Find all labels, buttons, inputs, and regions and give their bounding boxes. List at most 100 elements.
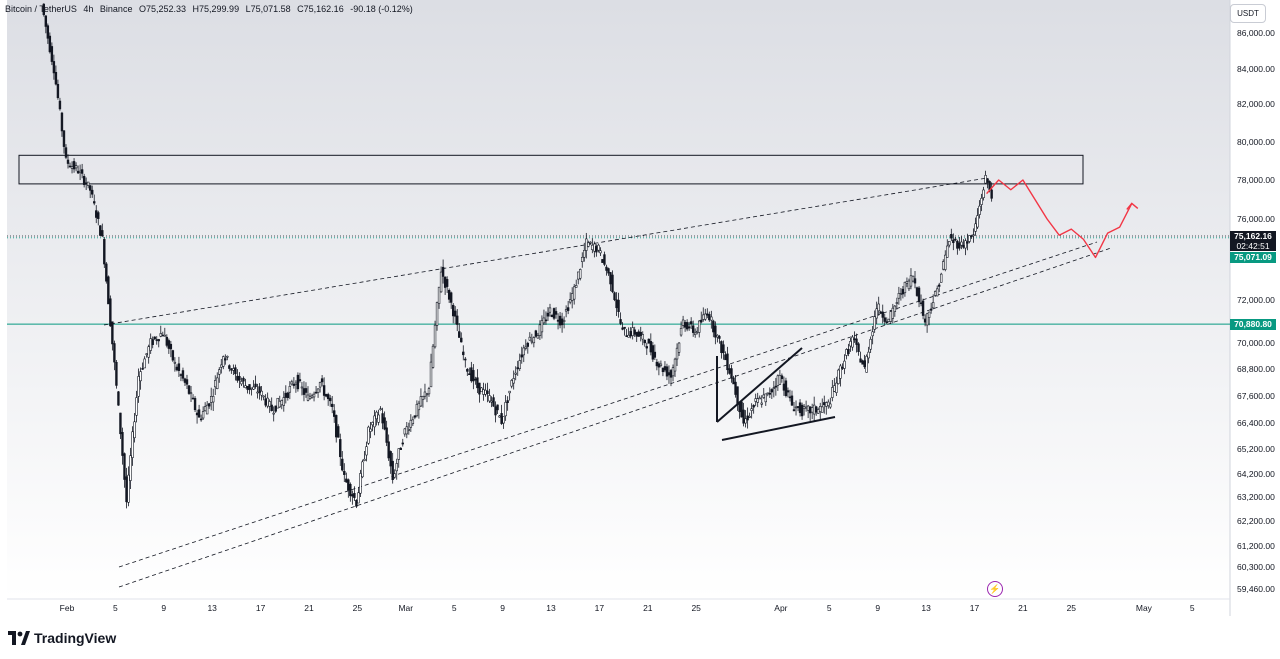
candle-body xyxy=(641,334,644,340)
tradingview-logo[interactable]: TradingView xyxy=(8,628,116,648)
time-axis-label: Apr xyxy=(774,603,787,613)
candle-body xyxy=(437,286,441,304)
candle-body xyxy=(891,307,895,319)
candle-body xyxy=(546,312,550,317)
price-chart[interactable]: 86,000.00 84,000.00 82,000.00 80,000.00 78,0… xyxy=(7,0,1280,616)
candle-body xyxy=(651,345,655,360)
candle-body xyxy=(982,189,985,198)
candle-body xyxy=(629,331,632,337)
candle-body xyxy=(97,212,100,219)
candle-body xyxy=(462,351,465,356)
candle-body xyxy=(224,358,227,361)
candle-body xyxy=(706,313,709,316)
candle-body xyxy=(857,343,860,352)
candle-body xyxy=(570,293,574,301)
legend-high: H75,299.99 xyxy=(192,4,240,14)
candle-body xyxy=(324,394,328,397)
candle-body xyxy=(256,391,259,394)
candle-body xyxy=(470,367,473,382)
candle-body xyxy=(72,161,76,170)
candle-body xyxy=(230,368,233,371)
candle-body xyxy=(375,411,378,420)
candle-body xyxy=(804,406,808,409)
candle-body xyxy=(490,400,493,403)
candle-body xyxy=(889,311,893,322)
candle-body xyxy=(167,340,171,349)
candle-body xyxy=(903,281,907,294)
candle-body xyxy=(145,353,148,355)
candle-body xyxy=(502,416,505,424)
candle-body xyxy=(403,428,406,435)
candle-body xyxy=(272,412,275,415)
candle-body xyxy=(427,388,431,395)
candle-body xyxy=(901,288,905,295)
candle-body xyxy=(806,405,810,411)
candle-body xyxy=(133,421,136,439)
candle-body xyxy=(984,175,987,184)
candle-body xyxy=(216,377,219,389)
candle-body xyxy=(530,340,534,343)
candle-body xyxy=(445,279,449,287)
candle-body xyxy=(266,397,269,407)
candle-body xyxy=(339,439,342,458)
candle-body xyxy=(867,351,870,359)
candle-body xyxy=(873,316,876,330)
candle-body xyxy=(99,225,102,236)
candle-body xyxy=(980,197,983,205)
legend-low: L75,071.58 xyxy=(245,4,291,14)
candle-body xyxy=(220,364,223,368)
currency-badge[interactable]: USDT xyxy=(1230,4,1266,23)
candle-body xyxy=(284,392,288,398)
candle-body xyxy=(568,299,572,303)
candle-body xyxy=(575,285,578,288)
candle-body xyxy=(720,341,723,353)
candle-body xyxy=(367,426,370,444)
candle-body xyxy=(591,244,594,251)
candle-body xyxy=(921,300,925,316)
legend-symbol: Bitcoin / TetherUS xyxy=(5,4,77,14)
candle-body xyxy=(687,326,691,329)
candle-body xyxy=(621,327,624,330)
candle-body xyxy=(554,311,558,315)
candle-body xyxy=(938,284,941,287)
candle-body xyxy=(825,402,828,407)
candle-body xyxy=(802,406,806,409)
candle-body xyxy=(333,410,336,417)
candle-body xyxy=(421,395,425,400)
chart-frame[interactable]: 86,000.00 84,000.00 82,000.00 80,000.00 78,0… xyxy=(7,0,1280,616)
candle-body xyxy=(111,321,114,345)
candle-body xyxy=(698,320,701,333)
candle-body xyxy=(113,343,116,363)
candle-body xyxy=(605,266,608,271)
candle-body xyxy=(560,318,564,326)
candle-body xyxy=(730,368,733,379)
candle-body xyxy=(736,386,739,405)
candle-body xyxy=(482,389,485,395)
candle-body xyxy=(962,244,965,248)
candle-body xyxy=(48,35,52,53)
tradingview-logo-icon xyxy=(8,631,30,645)
candle-body xyxy=(631,327,634,336)
candle-body xyxy=(304,388,308,393)
candle-body xyxy=(788,396,792,399)
candle-body xyxy=(163,334,167,337)
price-axis-label: 80,000.00 xyxy=(1237,137,1275,147)
candle-body xyxy=(572,286,576,300)
lightning-icon[interactable]: ⚡ xyxy=(987,581,1003,597)
legend-change: -90.18 (-0.12%) xyxy=(350,4,413,14)
candle-body xyxy=(619,319,622,324)
candle-body xyxy=(722,344,725,354)
candle-body xyxy=(562,320,566,322)
candle-body xyxy=(986,178,989,183)
candle-body xyxy=(250,387,253,390)
candle-body xyxy=(633,329,636,335)
candle-body xyxy=(451,304,455,317)
candle-body xyxy=(933,291,937,296)
candle-body xyxy=(381,413,384,424)
candle-body xyxy=(115,362,118,386)
candle-body xyxy=(837,369,840,384)
candle-body xyxy=(109,298,112,327)
candle-body xyxy=(258,386,261,393)
candle-body xyxy=(653,351,657,358)
candle-body xyxy=(677,342,681,353)
